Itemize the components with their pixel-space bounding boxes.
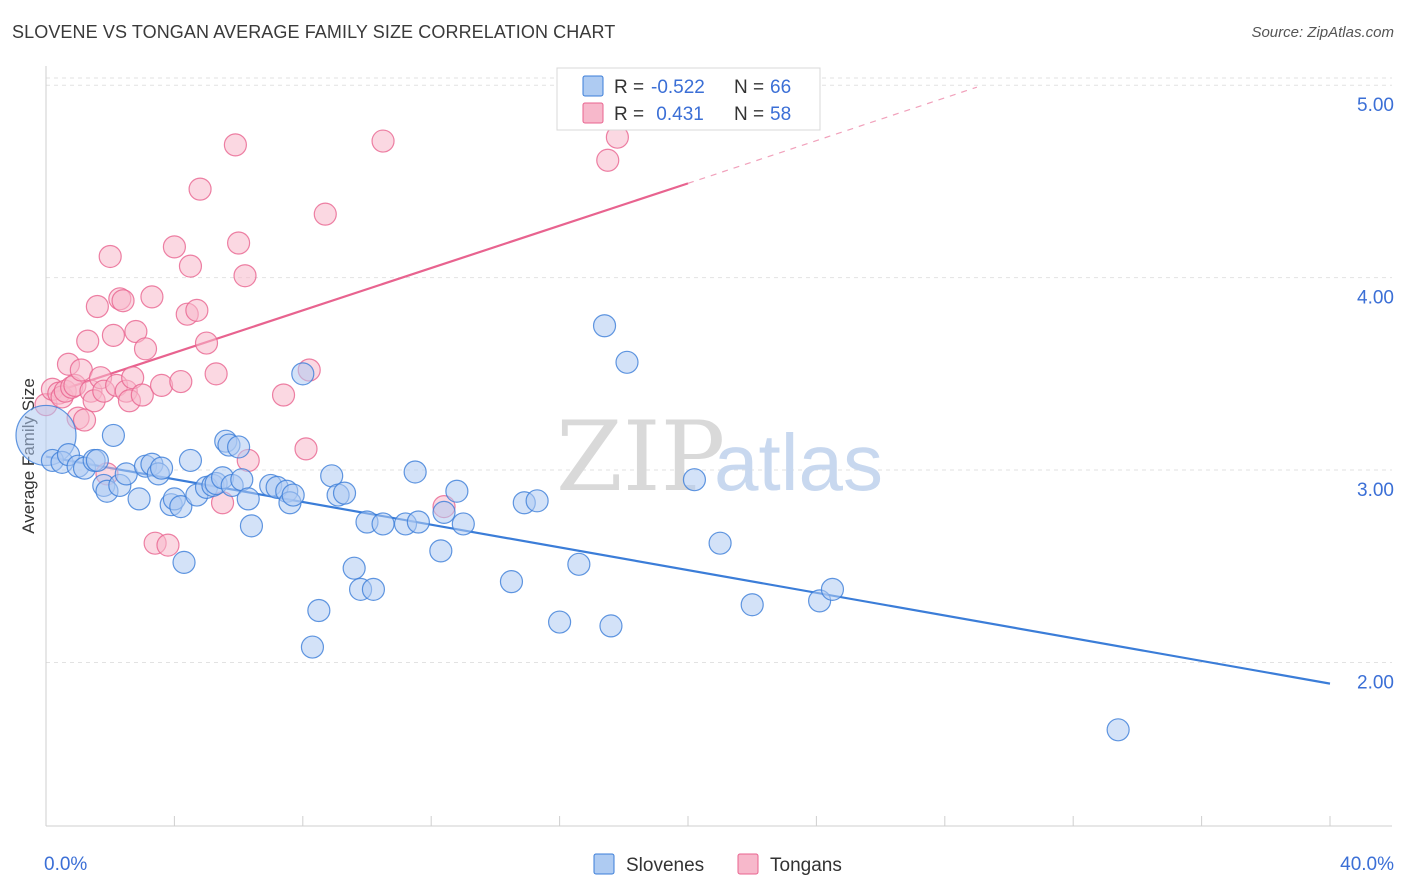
tongans-point — [162, 235, 186, 259]
tongans-point — [223, 133, 247, 157]
tongans-point — [149, 373, 174, 397]
slovenes-point — [599, 614, 623, 638]
legend-swatch — [582, 102, 604, 124]
tongans-point — [227, 231, 251, 255]
slovenes-trend-line — [45, 455, 1331, 685]
tongans-point — [76, 329, 100, 353]
legend-n-label: N = — [734, 77, 764, 98]
tongans-trend-line — [45, 182, 689, 397]
slovenes-point — [403, 460, 427, 484]
legend-r-label: R = — [614, 104, 644, 125]
y-tick-label: 2.00 — [1357, 672, 1394, 693]
legend-r-label: R = — [614, 77, 644, 98]
slovenes-point — [169, 495, 193, 519]
tongans-point — [294, 437, 318, 461]
watermark-atlas: atlas — [714, 418, 883, 507]
tongans-point — [85, 294, 109, 319]
slovenes-point — [149, 456, 174, 480]
slovenes-point — [291, 362, 315, 386]
correlation-legend: R = -0.522 N = 66 R = 0.431 N = 58 — [556, 67, 821, 131]
legend-label: Tongans — [770, 855, 842, 876]
slovenes-point — [307, 598, 331, 623]
tongans-trend-extension — [687, 86, 978, 184]
tongans-point — [371, 129, 395, 153]
slovenes-point — [740, 593, 764, 617]
legend-swatch — [582, 75, 604, 97]
slovenes-point — [172, 550, 196, 575]
legend-swatch — [737, 853, 759, 875]
tongans-point — [271, 383, 296, 407]
tongans-point — [156, 533, 180, 557]
slovenes-point — [567, 552, 591, 576]
tongans-point — [72, 408, 97, 432]
slovenes-point — [525, 489, 549, 513]
tongans-points — [34, 125, 629, 557]
slovenes-point — [300, 635, 325, 659]
slovenes-point — [281, 483, 305, 507]
legend-r-value: 0.431 — [651, 104, 704, 125]
tongans-point — [178, 254, 203, 278]
series-legend: Slovenes Tongans — [593, 853, 842, 876]
watermark-zip: ZIP — [556, 401, 725, 513]
slovenes-point — [178, 448, 203, 473]
slovenes-point — [236, 487, 260, 511]
x-tick-label: 0.0% — [44, 854, 87, 875]
tongans-point — [130, 383, 154, 407]
trend-lines — [45, 86, 1331, 685]
slovenes-point — [227, 435, 251, 459]
tongans-point — [233, 264, 257, 288]
source-credit: Source: ZipAtlas.com — [1251, 24, 1394, 41]
chart-title: SLOVENE VS TONGAN AVERAGE FAMILY SIZE CO… — [12, 22, 616, 42]
slovenes-point — [332, 481, 357, 505]
tongans-point — [204, 362, 228, 386]
slovenes-point — [371, 512, 395, 536]
tongans-point — [188, 177, 212, 201]
slovenes-point — [429, 539, 453, 563]
slovenes-points — [15, 314, 1130, 742]
slovenes-point — [361, 577, 386, 601]
legend-r-value: -0.522 — [651, 77, 705, 98]
slovenes-point — [239, 514, 264, 538]
axes: 2.003.004.005.000.0%40.0%Average Family … — [19, 66, 1394, 875]
legend-n-label: N = — [734, 104, 764, 125]
slovenes-point — [615, 350, 639, 374]
y-tick-label: 4.00 — [1357, 288, 1394, 309]
slovenes-point — [127, 487, 151, 511]
slovenes-point — [1106, 718, 1130, 742]
legend-label: Slovenes — [626, 855, 704, 876]
y-tick-label: 5.00 — [1357, 95, 1394, 116]
slovenes-point — [708, 531, 732, 555]
tongans-point — [133, 337, 158, 361]
tongans-point — [140, 285, 164, 309]
slovenes-point — [820, 577, 845, 601]
legend-n-value: 66 — [770, 77, 791, 98]
slovenes-point — [547, 610, 572, 634]
y-tick-label: 3.00 — [1357, 480, 1394, 501]
slovenes-point — [592, 314, 617, 338]
tongans-point — [185, 298, 209, 322]
tongans-point — [101, 323, 126, 347]
slovenes-point — [342, 556, 366, 580]
tongans-point — [313, 202, 337, 226]
slovenes-point — [406, 510, 430, 534]
slovenes-point — [101, 423, 126, 448]
slovenes-point — [499, 570, 524, 594]
slovenes-point — [85, 448, 109, 473]
legend-swatch — [593, 853, 615, 875]
slovenes-point — [445, 479, 469, 503]
tongans-point — [169, 369, 193, 394]
tongans-point — [596, 148, 620, 172]
tongans-point — [194, 331, 219, 355]
slovenes-point — [682, 468, 707, 492]
slovenes-point — [432, 500, 456, 524]
x-tick-label: 40.0% — [1340, 854, 1394, 875]
slovenes-point — [451, 512, 475, 536]
tongans-point — [98, 244, 122, 269]
slovenes-point — [230, 468, 254, 492]
legend-n-value: 58 — [770, 104, 791, 125]
tongans-point — [111, 289, 135, 313]
